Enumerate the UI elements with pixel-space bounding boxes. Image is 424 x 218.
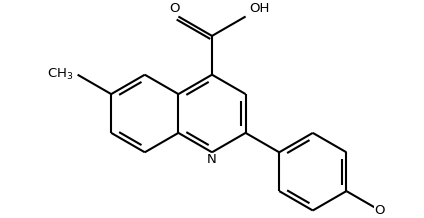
Text: O: O [375,204,385,217]
Text: CH$_3$: CH$_3$ [47,67,74,82]
Text: N: N [207,153,217,166]
Text: OH: OH [249,2,270,15]
Text: O: O [170,2,180,15]
